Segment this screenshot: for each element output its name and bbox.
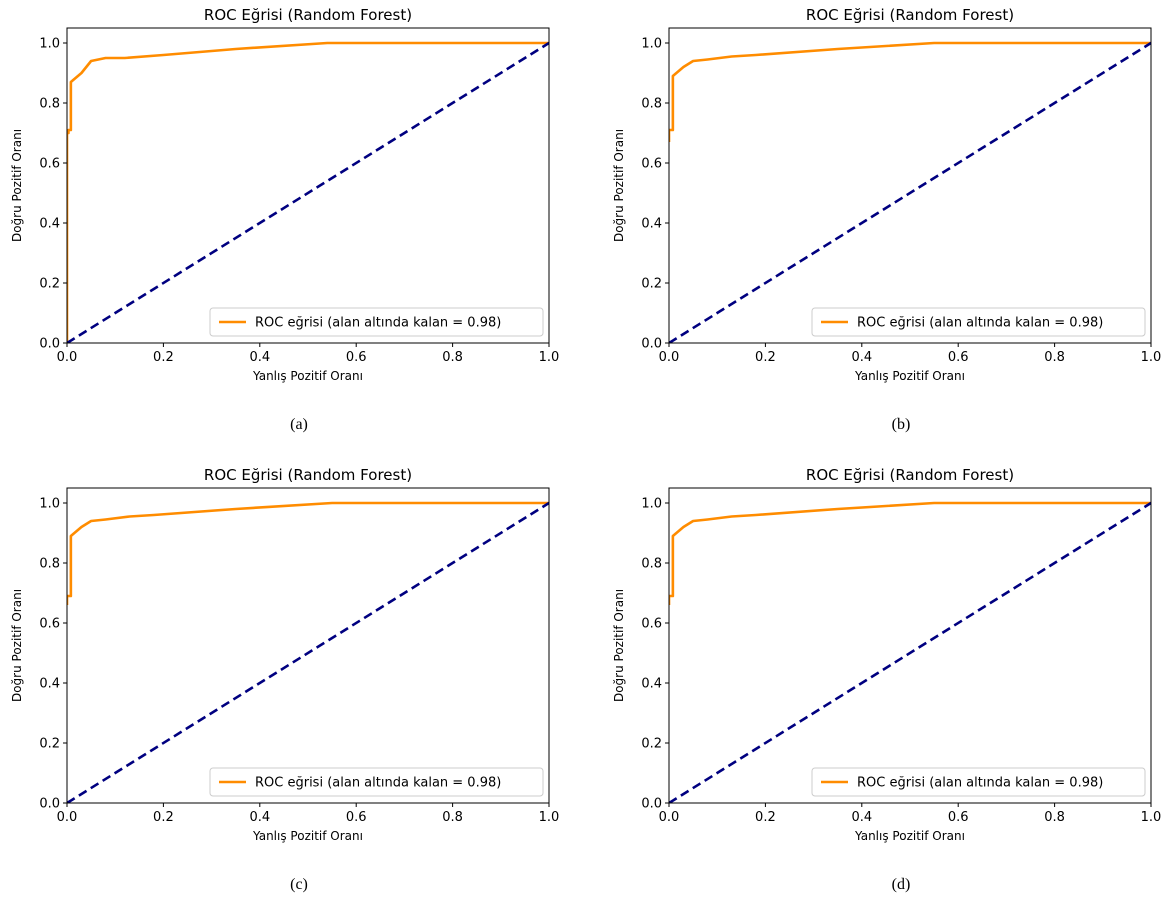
legend-box [811, 307, 1146, 337]
diagonal-reference-line [669, 41, 1151, 343]
y-tick-label: 1.0 [39, 497, 60, 512]
axes-frame [66, 487, 550, 804]
chart-title: ROC Eğrisi (Random Forest) [806, 466, 1014, 484]
x-tick-label: 0.4 [851, 350, 872, 365]
roc-curve-line [669, 501, 1151, 605]
axes-frame [668, 27, 1152, 344]
panel-caption: (a) [290, 416, 308, 433]
y-tick-label: 0.2 [641, 277, 662, 292]
y-tick-label: 1.0 [39, 37, 60, 52]
roc-curve-line [67, 501, 549, 605]
y-tick-label: 0.6 [39, 157, 60, 172]
axes-frame [668, 487, 1152, 804]
x-tick-label: 0.2 [755, 350, 776, 365]
x-tick-label: 0.2 [153, 810, 174, 825]
chart-title: ROC Eğrisi (Random Forest) [806, 6, 1014, 24]
panel-caption: (b) [892, 416, 911, 433]
legend-box [209, 307, 544, 337]
y-tick-label: 0.8 [39, 97, 60, 112]
legend-label: ROC eğrisi (alan altında kalan = 0.98) [255, 776, 501, 791]
legend-label: ROC eğrisi (alan altında kalan = 0.98) [255, 316, 501, 331]
chart-panel: ROC Eğrisi (Random Forest) 0.0 0.2 0.4 0.6 0.… [10, 466, 559, 893]
y-tick-label: 0.0 [641, 797, 662, 812]
y-tick-label: 0.6 [641, 157, 662, 172]
x-tick-label: 0.4 [851, 810, 872, 825]
x-tick-label: 0.0 [57, 350, 78, 365]
x-tick-label: 0.6 [948, 350, 969, 365]
y-tick-label: 0.0 [39, 337, 60, 352]
x-axis-label: Yanlış Pozitif Oranı [854, 369, 965, 383]
x-tick-label: 0.8 [1044, 810, 1065, 825]
chart-panel: ROC Eğrisi (Random Forest) 0.0 0.2 0.4 0.6 0.… [10, 6, 559, 433]
y-tick-label: 1.0 [641, 37, 662, 52]
y-axis-label: Doğru Pozitif Oranı [612, 589, 626, 702]
x-axis-label: Yanlış Pozitif Oranı [252, 369, 363, 383]
chart-panel: ROC Eğrisi (Random Forest) 0.0 0.2 0.4 0.6 0.… [612, 466, 1161, 893]
chart-title: ROC Eğrisi (Random Forest) [204, 6, 412, 24]
y-tick-label: 0.0 [641, 337, 662, 352]
y-tick-label: 0.2 [39, 277, 60, 292]
x-tick-label: 0.2 [153, 350, 174, 365]
y-tick-label: 1.0 [641, 497, 662, 512]
diagonal-reference-line [67, 41, 549, 343]
roc-curve-line [669, 41, 1151, 142]
panel-caption: (c) [290, 876, 308, 893]
y-tick-label: 0.4 [39, 217, 60, 232]
y-tick-label: 0.0 [39, 797, 60, 812]
y-axis-label: Doğru Pozitif Oranı [612, 129, 626, 242]
y-tick-label: 0.2 [641, 737, 662, 752]
legend-box [811, 767, 1146, 797]
x-tick-label: 0.8 [442, 810, 463, 825]
x-tick-label: 1.0 [539, 350, 560, 365]
diagonal-reference-line [669, 501, 1151, 803]
x-tick-label: 0.4 [249, 350, 270, 365]
y-tick-label: 0.4 [641, 217, 662, 232]
panel-caption: (d) [892, 876, 911, 893]
legend-label: ROC eğrisi (alan altında kalan = 0.98) [857, 776, 1103, 791]
x-tick-label: 0.2 [755, 810, 776, 825]
legend-box [209, 767, 544, 797]
x-tick-label: 0.6 [948, 810, 969, 825]
legend-label: ROC eğrisi (alan altında kalan = 0.98) [857, 316, 1103, 331]
diagonal-reference-line [67, 501, 549, 803]
x-axis-label: Yanlış Pozitif Oranı [854, 829, 965, 843]
x-tick-label: 0.0 [659, 810, 680, 825]
chart-title: ROC Eğrisi (Random Forest) [204, 466, 412, 484]
axes-frame [66, 27, 550, 344]
x-tick-label: 1.0 [539, 810, 560, 825]
y-axis-label: Doğru Pozitif Oranı [10, 129, 24, 242]
x-tick-label: 0.8 [1044, 350, 1065, 365]
x-tick-label: 1.0 [1141, 350, 1162, 365]
x-tick-label: 0.0 [659, 350, 680, 365]
x-tick-label: 0.8 [442, 350, 463, 365]
y-tick-label: 0.4 [641, 677, 662, 692]
x-tick-label: 1.0 [1141, 810, 1162, 825]
y-tick-label: 0.6 [39, 617, 60, 632]
y-tick-label: 0.8 [39, 557, 60, 572]
y-tick-label: 0.4 [39, 677, 60, 692]
x-tick-label: 0.6 [346, 350, 367, 365]
y-tick-label: 0.6 [641, 617, 662, 632]
y-tick-label: 0.8 [641, 557, 662, 572]
x-axis-label: Yanlış Pozitif Oranı [252, 829, 363, 843]
x-tick-label: 0.4 [249, 810, 270, 825]
x-tick-label: 0.6 [346, 810, 367, 825]
y-tick-label: 0.2 [39, 737, 60, 752]
y-tick-label: 0.8 [641, 97, 662, 112]
chart-panel: ROC Eğrisi (Random Forest) 0.0 0.2 0.4 0.6 0.… [612, 6, 1161, 433]
y-axis-label: Doğru Pozitif Oranı [10, 589, 24, 702]
x-tick-label: 0.0 [57, 810, 78, 825]
